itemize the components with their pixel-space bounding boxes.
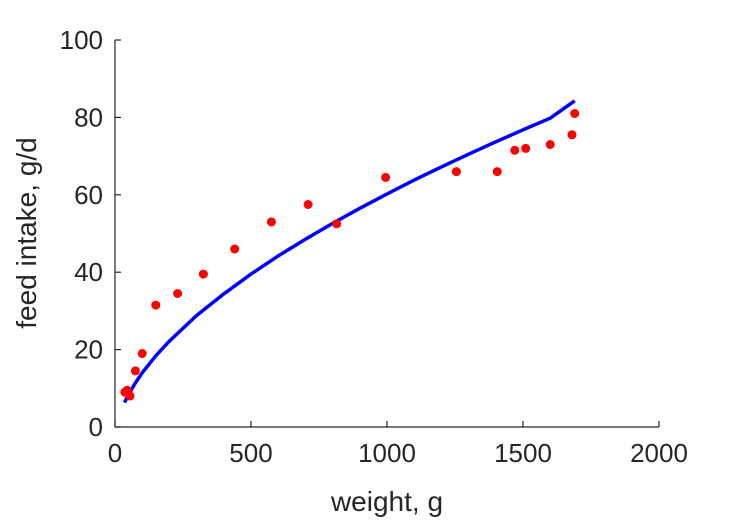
data-point — [230, 244, 240, 254]
data-point — [198, 269, 208, 279]
x-axis-label: weight, g — [330, 486, 443, 517]
data-point — [451, 167, 461, 177]
y-tick-label: 60 — [74, 180, 103, 210]
y-tick-label: 80 — [74, 102, 103, 132]
x-tick-label: 2000 — [630, 438, 688, 468]
data-point — [521, 143, 531, 153]
x-tick-label: 1500 — [494, 438, 552, 468]
y-tick-label: 0 — [89, 412, 103, 442]
data-point — [510, 145, 520, 155]
data-point — [492, 167, 502, 177]
data-point — [266, 217, 276, 227]
data-point — [303, 200, 313, 209]
data-point — [125, 391, 135, 401]
y-tick-label: 40 — [74, 257, 103, 287]
plot-area — [120, 99, 580, 404]
x-tick-label: 500 — [229, 438, 272, 468]
axes: 0 500 1000 1500 2000 0 20 40 60 80 100 — [60, 25, 688, 468]
data-point — [332, 219, 342, 229]
fit-curve-line — [122, 99, 576, 404]
y-tick-label: 20 — [74, 335, 103, 365]
data-point — [137, 349, 147, 358]
data-point — [381, 172, 391, 182]
y-axis-label: feed intake, g/d — [11, 137, 42, 328]
data-point — [545, 140, 555, 149]
x-tick-label: 0 — [108, 438, 122, 468]
x-tick-label: 1000 — [358, 438, 416, 468]
data-point — [151, 300, 161, 310]
data-point — [570, 109, 580, 118]
data-point — [567, 130, 577, 140]
data-point — [130, 366, 140, 376]
data-point — [173, 289, 183, 298]
y-tick-label: 100 — [60, 25, 103, 55]
